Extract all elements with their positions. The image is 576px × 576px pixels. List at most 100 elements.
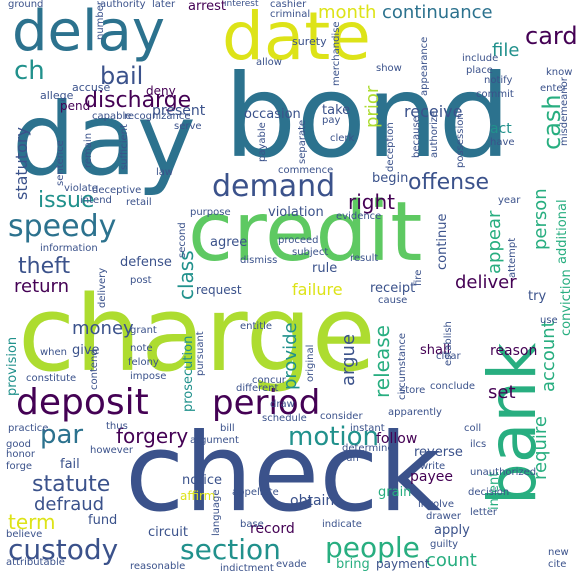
word-appearance: appearance	[419, 36, 430, 96]
word-later: later	[152, 0, 176, 10]
word-indictment: indictment	[220, 563, 274, 574]
word-begin: begin	[372, 171, 409, 186]
word-count: count	[426, 550, 477, 571]
word-rule: rule	[312, 261, 338, 276]
word-record: record	[250, 521, 295, 537]
word-coll: coll	[464, 423, 482, 434]
word-fund: fund	[88, 513, 118, 528]
word-present: present	[152, 103, 206, 119]
word-bail: bail	[100, 62, 144, 90]
word-cause: cause	[378, 295, 408, 306]
word-arrest: arrest	[188, 0, 227, 14]
word-thus: thus	[106, 421, 128, 432]
word-note: note	[130, 343, 153, 354]
word-interest: interest	[224, 0, 259, 9]
word-credit: credit	[188, 185, 423, 280]
word-intend: intend	[80, 195, 112, 206]
word-guilty: guilty	[430, 539, 459, 550]
word-deny: deny	[146, 84, 176, 98]
word-statute: statute	[32, 472, 111, 497]
word-new: new	[548, 547, 569, 558]
word-bill: bill	[220, 423, 235, 434]
word-failure: failure	[292, 280, 343, 299]
word-notify: notify	[484, 75, 513, 86]
word-give: give	[72, 343, 100, 358]
word-take: take	[322, 103, 351, 118]
word-include: include	[462, 53, 499, 64]
word-capable: capable	[92, 111, 132, 122]
word-fire: fire	[413, 269, 424, 286]
word-violation: violation	[268, 205, 324, 220]
word-affirm: affirm	[180, 489, 216, 503]
word-prosecution: prosecution	[181, 335, 196, 412]
word-date: date	[222, 0, 371, 75]
word-felony: felony	[128, 357, 159, 368]
word-consider: consider	[320, 411, 363, 422]
word-use: use	[540, 315, 558, 326]
word-apparently: apparently	[388, 407, 442, 418]
word-notice: notice	[182, 473, 223, 488]
word-recognizance: recognizance	[124, 111, 191, 122]
word-ilcs: ilcs	[470, 439, 487, 450]
word-conclude: conclude	[430, 381, 476, 392]
word-fail: fail	[60, 457, 80, 472]
word-clerk: clerk	[330, 133, 355, 144]
word-have: have	[490, 137, 515, 148]
word-subject: subject	[292, 247, 329, 258]
word-remain: remain	[83, 132, 94, 168]
word-purpose: purpose	[190, 207, 231, 218]
word-retail: retail	[126, 197, 152, 208]
word-demand: demand	[212, 169, 336, 204]
word-know: know	[546, 67, 573, 78]
word-determine: determine	[342, 443, 394, 454]
word-when: when	[40, 347, 68, 358]
word-right: right	[348, 190, 395, 214]
word-card: card	[525, 22, 576, 50]
word-different: different	[236, 383, 279, 394]
word-issue: issue	[38, 188, 95, 213]
word-account: account	[538, 320, 559, 392]
word-language: language	[211, 489, 222, 536]
word-number: number	[95, 0, 106, 40]
word-custody: custody	[8, 533, 119, 566]
word-delay: delay	[12, 0, 166, 64]
word-speedy: speedy	[8, 209, 117, 244]
word-information: information	[40, 243, 98, 254]
word-circuit: circuit	[148, 525, 188, 540]
word-check: check	[125, 411, 442, 536]
word-release: release	[370, 325, 394, 398]
word-possession: possession	[455, 113, 466, 168]
word-shall: shall	[420, 343, 451, 358]
word-pursuant: pursuant	[195, 331, 206, 376]
word-occasion: occasion	[244, 107, 301, 122]
word-attempt: attempt	[507, 237, 518, 278]
word-commit: commit	[476, 89, 514, 100]
word-people: people	[325, 531, 420, 564]
word-post: post	[130, 275, 152, 286]
word-believe: believe	[6, 529, 43, 540]
word-original: original	[305, 344, 316, 382]
word-instant: instant	[350, 423, 385, 434]
word-forge: forge	[6, 461, 33, 472]
word-pend: pend	[60, 99, 91, 113]
word-defraud: defraud	[34, 494, 105, 515]
word-motion: motion	[288, 422, 380, 452]
word-charge: charge	[18, 273, 376, 395]
word-reason: reason	[490, 343, 538, 359]
word-sufficient: sufficient	[119, 124, 130, 170]
word-payee: payee	[410, 469, 453, 485]
word-person: person	[530, 188, 551, 250]
word-ch: ch	[14, 56, 45, 86]
word-appellate: appellate	[232, 487, 279, 498]
word-write: write	[420, 461, 446, 472]
word-clear: clear	[436, 351, 461, 362]
word-allow: allow	[256, 57, 282, 68]
word-bond: bond	[224, 50, 511, 183]
word-store: store	[400, 385, 426, 396]
word-base: base	[240, 519, 264, 530]
word-dismiss: dismiss	[240, 255, 278, 266]
word-receipt: receipt	[370, 281, 416, 296]
word-receive: receive	[404, 102, 463, 121]
word-evade: evade	[276, 559, 307, 570]
